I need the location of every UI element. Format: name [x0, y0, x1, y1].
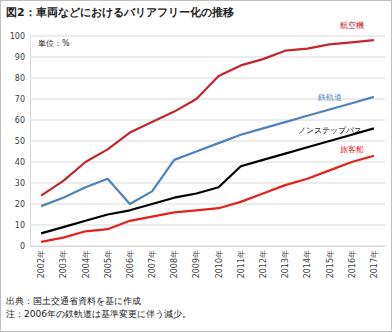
- x-tick-label: 2010年: [215, 250, 224, 278]
- y-tick: 70: [15, 95, 30, 104]
- series-label: 旅客船: [340, 145, 364, 154]
- x-tick: 2007年: [148, 246, 157, 278]
- frame: [1, 1, 392, 332]
- series-line: [41, 156, 374, 242]
- annotation: 注：2006年の鉄軌道は基準変更に伴う減少。: [6, 309, 191, 319]
- y-tick: 30: [15, 179, 30, 188]
- y-tick-label: 10: [15, 221, 25, 230]
- x-tick-label: 2012年: [259, 250, 268, 278]
- y-axis-line: [30, 37, 31, 247]
- x-tick: 2017年: [370, 246, 379, 278]
- y-tick-label: 30: [15, 179, 25, 188]
- x-tick-label: 2011年: [237, 250, 246, 278]
- x-axis: 2002年 2003年 2004年 2005年 2006年 2007年 2008年 2009年…: [31, 246, 386, 278]
- x-tick-label: 2002年: [37, 250, 46, 278]
- y-tick: 90: [15, 53, 30, 62]
- y-tick-label: 80: [15, 74, 25, 83]
- series-label: ノンステップバス: [298, 126, 362, 135]
- x-tick-label: 2005年: [104, 250, 113, 278]
- x-tick-label: 2006年: [126, 250, 135, 278]
- x-tick-label: 2009年: [192, 250, 201, 278]
- unit-label: 単位：%: [38, 39, 70, 48]
- series-label: 鉄軌道: [318, 93, 342, 102]
- annotation: 出典：国土交通省資料を基に作成: [6, 296, 141, 306]
- x-tick: 2010年: [215, 246, 224, 278]
- y-tick: 50: [15, 137, 30, 146]
- grid-line: [30, 78, 385, 79]
- grid-line: [30, 204, 385, 205]
- y-tick: 10: [15, 221, 30, 230]
- grid-line: [30, 57, 385, 58]
- y-tick-label: 20: [15, 200, 25, 209]
- grid-line: [30, 246, 385, 247]
- x-tick: 2016年: [348, 246, 357, 278]
- x-tick-label: 2015年: [326, 250, 335, 278]
- y-tick: 100: [10, 32, 30, 41]
- x-tick: 2006年: [126, 246, 135, 278]
- x-tick-label: 2013年: [281, 250, 290, 278]
- plot-area: [41, 40, 374, 242]
- x-tick: 2013年: [281, 246, 290, 278]
- chart: 図2：車両などにおけるバリアフリー化の推移 0 10 20 30 40 50 60 70 80 90…: [0, 0, 392, 332]
- x-tick-label: 2016年: [348, 250, 357, 278]
- x-tick: 2014年: [303, 246, 312, 278]
- grid-line: [30, 225, 385, 226]
- grid-line: [30, 36, 385, 37]
- grid: [30, 36, 385, 246]
- y-tick-label: 0: [20, 242, 25, 251]
- x-tick-label: 2007年: [148, 250, 157, 278]
- y-tick-label: 90: [15, 53, 25, 62]
- y-tick: 0: [20, 242, 30, 251]
- title: 図2：車両などにおけるバリアフリー化の推移: [6, 6, 234, 19]
- x-tick: 2008年: [170, 246, 179, 278]
- y-tick: 80: [15, 74, 30, 83]
- x-tick-label: 2017年: [370, 250, 379, 278]
- y-tick: 20: [15, 200, 30, 209]
- y-axis: 0 10 20 30 40 50 60 70 80 90 100: [10, 32, 31, 251]
- x-axis-line: [31, 246, 386, 247]
- grid-line: [30, 120, 385, 121]
- y-tick-label: 40: [15, 158, 25, 167]
- grid-line: [30, 162, 385, 163]
- y-tick-label: 60: [15, 116, 25, 125]
- x-tick-label: 2004年: [82, 250, 91, 278]
- x-tick-label: 2014年: [303, 250, 312, 278]
- y-tick-label: 70: [15, 95, 25, 104]
- x-tick-label: 2003年: [59, 250, 68, 278]
- x-tick: 2011年: [237, 246, 246, 278]
- x-tick: 2009年: [192, 246, 201, 278]
- series-label: 航空機: [340, 21, 364, 30]
- x-tick: 2004年: [82, 246, 91, 278]
- x-tick: 2012年: [259, 246, 268, 278]
- y-tick-label: 100: [10, 32, 25, 41]
- x-tick: 2015年: [326, 246, 335, 278]
- x-tick: 2005年: [104, 246, 113, 278]
- y-tick-label: 50: [15, 137, 25, 146]
- y-tick: 40: [15, 158, 30, 167]
- x-tick-label: 2008年: [170, 250, 179, 278]
- grid-line: [30, 183, 385, 184]
- series-line: [41, 128, 374, 233]
- x-tick: 2002年: [37, 246, 46, 278]
- y-tick: 60: [15, 116, 30, 125]
- x-tick: 2003年: [59, 246, 68, 278]
